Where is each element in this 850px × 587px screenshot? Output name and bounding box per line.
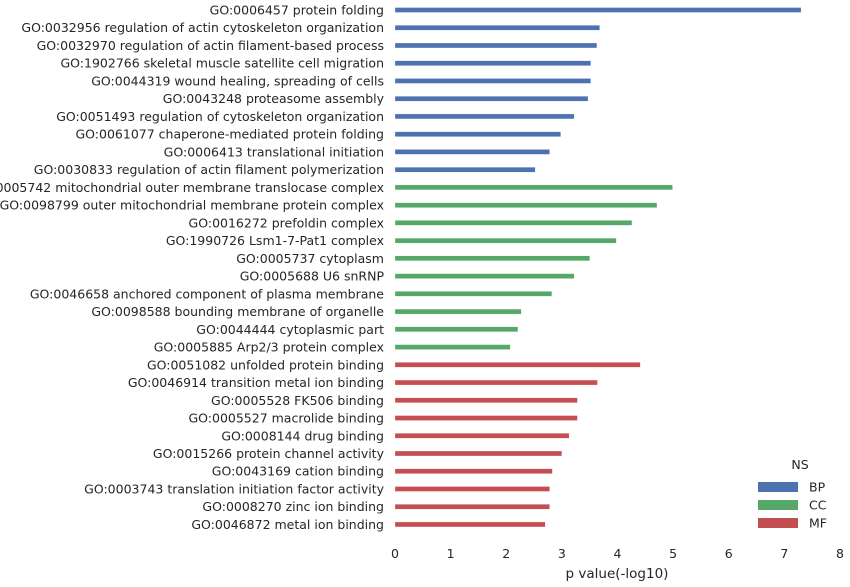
bar xyxy=(394,379,598,386)
category-label: GO:0051493 regulation of cytoskeleton or… xyxy=(56,109,384,124)
category-label: GO:0032970 regulation of actin filament-… xyxy=(37,38,384,53)
bar xyxy=(394,486,550,492)
legend-label: BP xyxy=(809,480,826,495)
category-label: GO:0005737 cytoplasm xyxy=(236,251,384,266)
x-tick-label: 3 xyxy=(558,546,566,561)
bar xyxy=(394,468,553,474)
x-tick-label: 4 xyxy=(614,546,622,561)
legend-swatch xyxy=(758,482,798,492)
bar xyxy=(394,184,673,191)
x-tick-label: 8 xyxy=(836,546,844,561)
bar xyxy=(394,362,641,368)
x-tick-label: 6 xyxy=(725,546,733,561)
category-label: GO:1902766 skeletal muscle satellite cel… xyxy=(60,56,384,71)
category-label: GO:0051082 unfolded protein binding xyxy=(147,357,384,372)
category-label: GO:0098588 bounding membrane of organell… xyxy=(91,304,384,319)
bar xyxy=(394,237,617,244)
legend: NS BP CC MF xyxy=(758,457,827,531)
category-label: GO:0005528 FK506 binding xyxy=(211,393,384,408)
bar xyxy=(394,344,511,350)
category-label: GO:0016272 prefoldin complex xyxy=(189,215,384,230)
category-label: GO:0015266 protein channel activity xyxy=(153,446,385,461)
bar xyxy=(394,255,590,262)
x-axis-ticks: 0 1 2 3 4 5 6 7 8 xyxy=(391,546,844,561)
bar xyxy=(394,149,550,155)
category-label: GO:0061077 chaperone-mediated protein fo… xyxy=(75,127,384,142)
legend-entries: BP CC MF xyxy=(758,480,827,531)
bar xyxy=(394,78,591,84)
bar xyxy=(394,415,578,421)
bar xyxy=(394,521,546,528)
x-tick-label: 1 xyxy=(447,546,455,561)
bar xyxy=(394,397,578,403)
bar xyxy=(394,504,550,510)
category-labels: GO:0006457 protein folding GO:0032956 reg… xyxy=(0,3,385,532)
bar xyxy=(394,433,570,439)
bar xyxy=(394,25,600,31)
category-label: GO:0043169 cation binding xyxy=(212,464,384,479)
legend-swatch xyxy=(758,518,798,528)
category-label: GO:0005742 mitochondrial outer membrane … xyxy=(0,180,384,195)
bar xyxy=(394,308,522,315)
legend-label: MF xyxy=(809,516,827,531)
x-tick-label: 7 xyxy=(780,546,788,561)
bar xyxy=(394,96,589,102)
category-label: GO:0046914 transition metal ion binding xyxy=(128,375,384,390)
x-tick-label: 5 xyxy=(669,546,677,561)
bar xyxy=(394,273,575,279)
bar xyxy=(394,326,519,332)
legend-swatch xyxy=(758,500,798,510)
category-label: GO:0044319 wound healing, spreading of c… xyxy=(91,73,384,88)
bar xyxy=(394,7,802,13)
bar xyxy=(394,60,591,66)
bar xyxy=(394,220,633,226)
x-tick-label: 0 xyxy=(391,546,399,561)
category-label: GO:0043248 proteasome assembly xyxy=(163,91,385,106)
category-label: GO:0044444 cytoplasmic part xyxy=(196,322,384,337)
bar xyxy=(394,291,553,297)
category-label: GO:1990726 Lsm1-7-Pat1 complex xyxy=(166,233,384,248)
bar xyxy=(394,202,658,208)
category-label: GO:0008144 drug binding xyxy=(221,428,384,443)
category-label: GO:0098799 outer mitochondrial membrane … xyxy=(0,198,384,213)
bars-group xyxy=(394,7,802,528)
x-tick-label: 2 xyxy=(502,546,510,561)
category-label: GO:0046872 metal ion binding xyxy=(191,517,384,532)
category-label: GO:0032956 regulation of actin cytoskele… xyxy=(21,20,384,35)
category-label: GO:0003743 translation initiation factor… xyxy=(84,481,384,496)
bar xyxy=(394,113,575,120)
bar xyxy=(394,131,561,137)
bar xyxy=(394,167,536,173)
x-axis-label: p value(-log10) xyxy=(566,566,669,582)
category-label: GO:0005688 U6 snRNP xyxy=(240,269,385,284)
legend-label: CC xyxy=(809,498,827,513)
legend-title: NS xyxy=(791,457,808,472)
category-label: GO:0030833 regulation of actin filament … xyxy=(34,162,384,177)
category-label: GO:0005885 Arp2/3 protein complex xyxy=(154,340,384,355)
category-label: GO:0006457 protein folding xyxy=(210,3,384,18)
category-label: GO:0006413 translational initiation xyxy=(164,144,384,159)
category-label: GO:0008270 zinc ion binding xyxy=(202,499,384,514)
category-label: GO:0046658 anchored component of plasma … xyxy=(30,286,384,301)
bar xyxy=(394,450,563,457)
bar xyxy=(394,42,598,49)
category-label: GO:0005527 macrolide binding xyxy=(188,411,384,426)
